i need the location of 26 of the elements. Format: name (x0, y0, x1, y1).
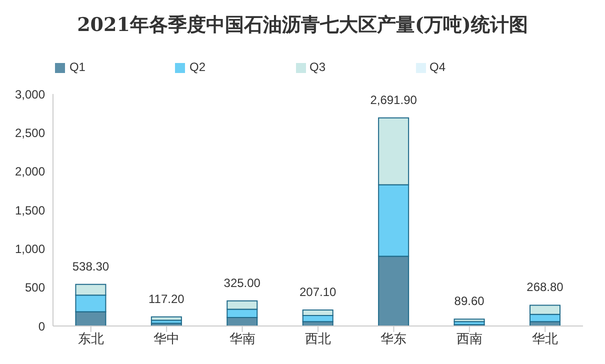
total-label: 117.20 (148, 292, 185, 306)
x-tick-label: 华北 (532, 331, 558, 346)
y-tick-label: 2,000 (14, 164, 46, 179)
total-label: 538.30 (72, 259, 110, 274)
x-tick-label: 西北 (305, 331, 331, 346)
legend-label: Q4 (430, 60, 446, 74)
y-tick-label: 3,000 (14, 87, 46, 102)
chart-title: 2021年各季度中国石油沥青七大区产量(万吨)统计图 (76, 13, 529, 38)
legend-label: Q3 (310, 60, 326, 74)
x-tick-label: 东北 (78, 331, 104, 346)
total-label: 268.80 (526, 280, 564, 294)
legend-label: Q2 (189, 60, 206, 74)
y-tick-label: 2,500 (14, 126, 46, 140)
y-tick-label: 500 (24, 280, 46, 295)
total-label: 2,691.90 (370, 92, 418, 107)
legend-label: Q1 (69, 60, 86, 74)
y-tick-label: 1,000 (14, 242, 46, 256)
x-tick-label: 华中 (154, 331, 180, 346)
y-tick-label: 0 (38, 319, 46, 334)
x-tick-label: 华东 (380, 331, 407, 346)
total-label: 325.00 (224, 276, 261, 290)
y-tick-label: 1,500 (14, 203, 46, 218)
x-tick-label: 华南 (229, 331, 256, 346)
x-tick-label: 西南 (456, 331, 482, 346)
total-label: 207.10 (300, 284, 337, 299)
total-label: 89.60 (454, 294, 485, 308)
